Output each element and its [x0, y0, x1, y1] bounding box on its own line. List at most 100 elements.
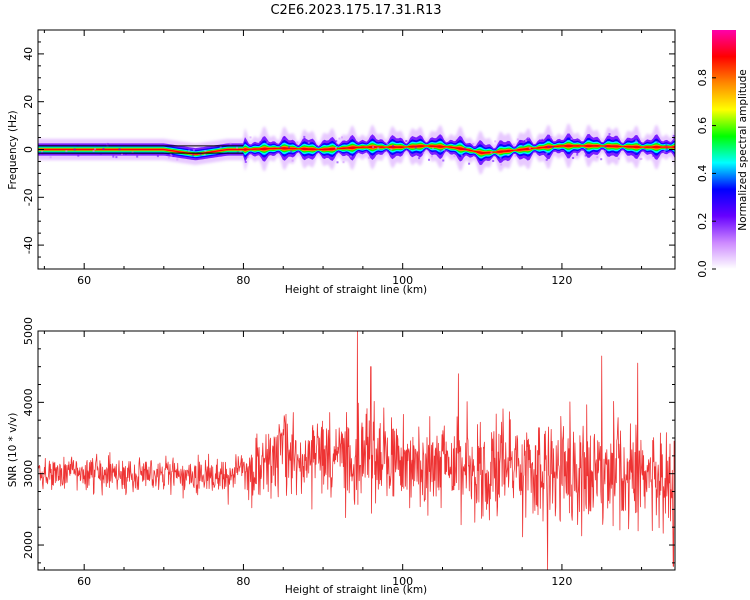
spectrogram-y-tick-label: 40 — [22, 47, 35, 61]
ridge-speckle — [303, 135, 306, 138]
ridge-speckle — [584, 154, 587, 157]
ridge-speckle — [497, 153, 500, 156]
ridge-speckle — [73, 148, 76, 151]
ridge-speckle — [291, 159, 294, 162]
ridge-speckle — [638, 142, 640, 144]
ridge-speckle — [639, 158, 642, 161]
ridge-speckle — [170, 154, 173, 157]
ridge-speckle — [338, 137, 341, 140]
ridge-speckle — [386, 142, 389, 145]
ridge-speckle — [494, 140, 497, 143]
spectrogram-y-tick-label: -20 — [22, 188, 35, 206]
colorbar-tick-label: 0.2 — [696, 212, 709, 230]
spectrogram-y-tick-label: -40 — [22, 236, 35, 254]
ridge-speckle — [428, 158, 430, 161]
ridge-speckle — [656, 141, 659, 144]
ridge-speckle — [405, 140, 408, 142]
ridge-speckle — [541, 138, 544, 141]
ridge-speckle — [203, 153, 206, 156]
spectrogram-x-tick-label: 60 — [77, 274, 91, 287]
spectrogram-y-tick-label: 0 — [22, 146, 35, 153]
ridge-speckle — [131, 151, 134, 154]
ridge-speckle — [283, 136, 286, 139]
ridge-speckle — [414, 146, 417, 149]
colorbar: 0.0 0.2 0.4 0.6 0.8 Normalized spectral ampl… — [696, 30, 749, 278]
ridge-speckle — [112, 155, 115, 158]
ridge-speckle — [514, 154, 517, 157]
colorbar-tick-label: 0.0 — [696, 260, 709, 278]
ridge-speckle — [372, 146, 375, 148]
ridge-speckle — [630, 152, 633, 155]
ridge-speckle — [495, 148, 498, 151]
ridge-speckle — [77, 154, 80, 157]
ridge-speckle — [392, 144, 394, 147]
spectrogram-x-tick-label: 100 — [392, 274, 413, 287]
ridge-speckle — [121, 153, 123, 156]
figure-title: C2E6.2023.175.17.31.R13 — [270, 3, 441, 18]
ridge-speckle — [342, 161, 345, 164]
ridge-speckle — [434, 151, 437, 154]
ridge-speckle — [390, 148, 393, 151]
spectrogram-y-label: Frequency (Hz) — [7, 110, 19, 189]
ridge-layer — [38, 144, 675, 155]
ridge-speckle — [199, 153, 202, 156]
ridge-speckle — [41, 150, 44, 153]
spectrogram-x-ticks: 60 80 100 120 — [43, 30, 643, 287]
ridge-speckle — [192, 154, 195, 157]
ridge-speckle — [368, 156, 370, 159]
ridge-speckle — [172, 155, 175, 158]
ridge-speckle — [249, 136, 252, 139]
ridge-speckle — [663, 150, 666, 153]
ridge-speckle — [552, 146, 554, 149]
ridge-speckle — [94, 148, 97, 150]
ridge-speckle — [673, 139, 675, 141]
ridge-speckle — [617, 157, 620, 160]
ridge-speckle — [600, 158, 603, 161]
snr-y-ticks: 2000 3000 4000 5000 — [22, 317, 675, 564]
spectrogram-y-ticks: -40 -20 0 20 40 — [22, 29, 675, 270]
ridge-speckle — [672, 134, 675, 137]
ridge-speckle — [239, 150, 242, 153]
ridge-speckle — [652, 154, 655, 157]
ridge-speckle — [38, 153, 41, 156]
colorbar-gradient — [712, 30, 736, 269]
ridge-speckle — [307, 141, 310, 144]
ridge-speckle — [293, 154, 295, 156]
ridge-speckle — [460, 154, 463, 157]
ridge-speckle — [247, 155, 250, 158]
ridge-speckle — [244, 161, 247, 163]
ridge-speckle — [499, 156, 502, 159]
colorbar-tick-label: 0.4 — [696, 165, 709, 183]
ridge-speckle — [667, 141, 670, 144]
ridge-speckle — [525, 139, 527, 142]
snr-x-tick-label: 80 — [236, 575, 250, 588]
spectrogram-panel: 60 80 100 120 -40 -20 0 20 40 Height of straigh… — [7, 29, 676, 296]
spectrogram-y-tick-label: 20 — [22, 95, 35, 109]
ridge-speckle — [106, 143, 109, 146]
ridge-speckle — [340, 136, 343, 139]
ridge-speckle — [136, 155, 139, 158]
colorbar-tick-label: 0.6 — [696, 117, 709, 135]
snr-x-tick-label: 100 — [392, 575, 413, 588]
snr-x-label: Height of straight line (km) — [285, 584, 427, 596]
ridge-speckle — [576, 153, 579, 156]
ridge-speckle — [500, 163, 503, 166]
snr-frame — [37, 330, 676, 571]
ridge-speckle — [585, 148, 588, 150]
ridge-speckle — [102, 148, 105, 150]
ridge-speckle — [518, 140, 521, 143]
ridge-speckle — [430, 155, 433, 158]
ridge-speckle — [169, 152, 172, 155]
ridge-speckle — [507, 154, 510, 156]
ridge-speckle — [266, 141, 269, 144]
ridge-speckle — [545, 152, 548, 155]
ridge-speckle — [570, 138, 573, 140]
ridge-speckle — [490, 151, 493, 154]
ridge-speckle — [472, 143, 475, 145]
ridge-speckle — [65, 150, 68, 153]
snr-y-tick-label: 3000 — [22, 460, 35, 488]
ridge-speckle — [236, 146, 238, 149]
ridge-speckle — [596, 156, 599, 159]
ridge-speckle — [608, 133, 611, 136]
